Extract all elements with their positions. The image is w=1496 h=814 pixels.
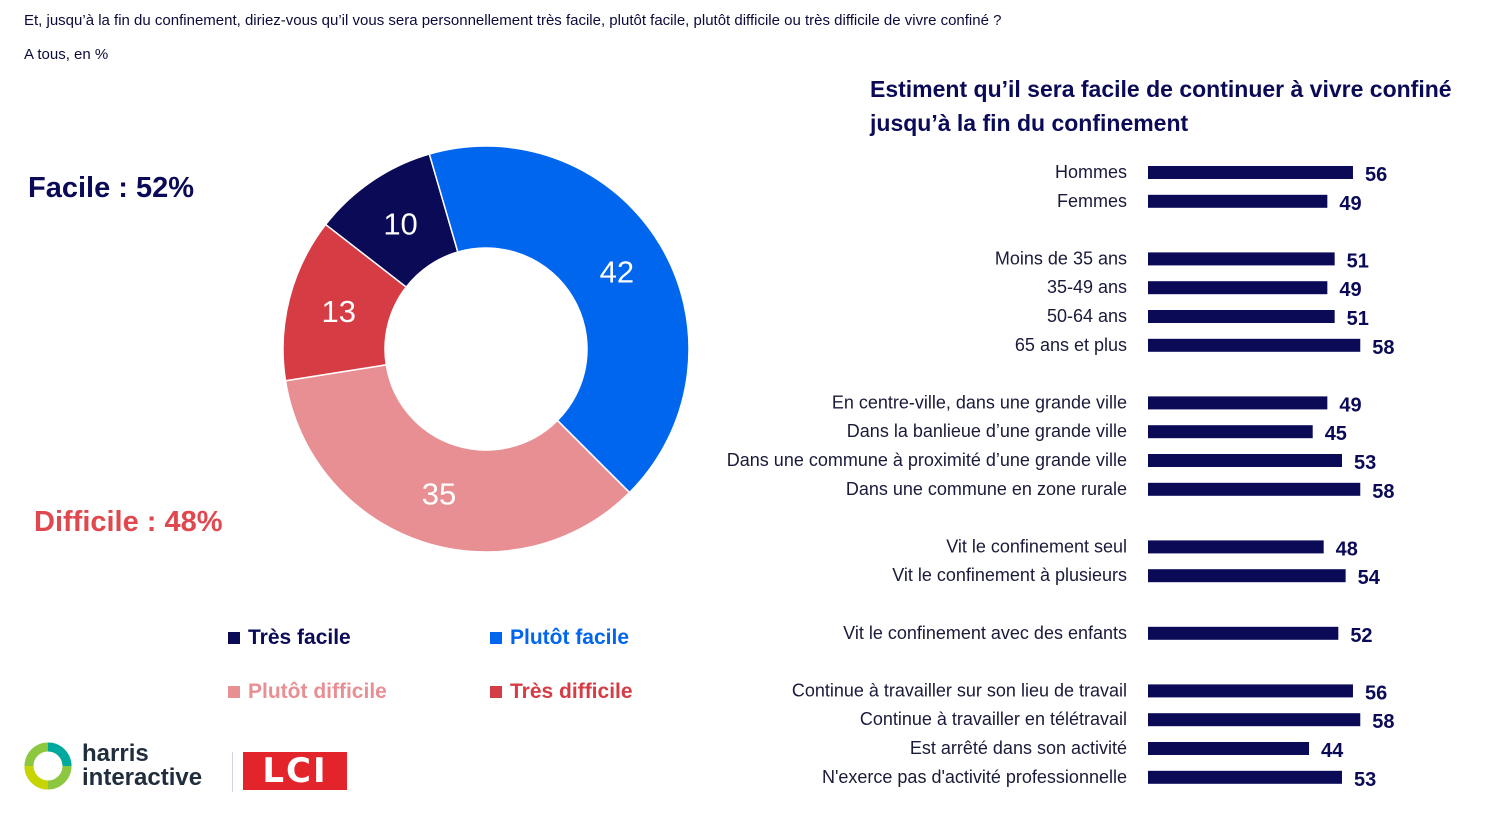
bar bbox=[1148, 166, 1353, 179]
legend-swatch-icon bbox=[228, 632, 240, 644]
bar-value-label: 58 bbox=[1372, 481, 1394, 503]
bar-value-label: 45 bbox=[1325, 423, 1347, 445]
legend-label: Très difficile bbox=[510, 680, 633, 703]
bar-category-label: Continue à travailler sur son lieu de tr… bbox=[792, 680, 1127, 700]
bar-value-label: 53 bbox=[1354, 769, 1376, 791]
slice-label-tres-facile: 10 bbox=[383, 206, 417, 241]
legend-label: Plutôt difficile bbox=[248, 680, 387, 703]
bar-category-label: Dans une commune à proximité d’une grand… bbox=[727, 450, 1127, 470]
bar-category-label: En centre-ville, dans une grande ville bbox=[832, 392, 1127, 412]
harris-interactive-logo: harris interactive bbox=[22, 740, 202, 792]
lci-wordmark: LCI bbox=[262, 751, 328, 791]
bar-value-label: 54 bbox=[1358, 567, 1381, 589]
bar-category-label: Vit le confinement avec des enfants bbox=[843, 623, 1127, 643]
legend-label: Plutôt facile bbox=[510, 626, 630, 649]
facile-total: Facile : 52% bbox=[28, 172, 195, 204]
bar bbox=[1148, 540, 1324, 554]
bar bbox=[1148, 742, 1310, 755]
slice-label-tres-difficile: 13 bbox=[322, 294, 356, 329]
harris-word: harris bbox=[82, 740, 149, 767]
harris-logo-icon bbox=[24, 742, 72, 790]
slice-tres-difficile bbox=[282, 223, 408, 382]
bar-chart-title: Estiment qu’il sera facile de continuer … bbox=[870, 72, 1452, 140]
bar bbox=[1148, 482, 1361, 496]
bar-value-label: 49 bbox=[1339, 279, 1361, 301]
interactive-word: interactive bbox=[82, 764, 203, 791]
bar-chart: Hommes 56 Femmes 49 Moins de 35 ans 51 35-49 a… bbox=[727, 162, 1395, 791]
bar-category-label: Vit le confinement à plusieurs bbox=[892, 565, 1127, 585]
bar-category-label: N'exerce pas d'activité professionnelle bbox=[822, 767, 1127, 787]
legend-label: Très facile bbox=[248, 626, 351, 649]
slice-label-plutot-difficile: 35 bbox=[422, 477, 456, 512]
base-text: A tous, en % bbox=[24, 46, 109, 63]
logo-divider bbox=[232, 752, 233, 792]
bar-chart-title-line: Estiment qu’il sera facile de continuer … bbox=[870, 76, 1452, 102]
legend-swatch-icon bbox=[490, 686, 502, 698]
slice-label-plutot-facile: 42 bbox=[600, 255, 634, 290]
bar-value-label: 51 bbox=[1347, 308, 1369, 330]
bar-category-label: Dans la banlieue d’une grande ville bbox=[847, 421, 1127, 441]
bar bbox=[1148, 396, 1328, 410]
slice-plutot-facile bbox=[428, 145, 690, 494]
bar bbox=[1148, 194, 1328, 208]
bar-value-label: 49 bbox=[1339, 193, 1361, 215]
bar bbox=[1148, 684, 1353, 698]
bar-value-label: 51 bbox=[1347, 250, 1369, 272]
bar-value-label: 56 bbox=[1365, 682, 1387, 704]
bar-value-label: 52 bbox=[1350, 625, 1372, 647]
difficile-total: Difficile : 48% bbox=[34, 506, 223, 538]
bar-chart-title-line: jusqu’à la fin du confinement bbox=[870, 110, 1189, 136]
donut-chart: 10 42 35 13 bbox=[282, 145, 690, 553]
bar bbox=[1148, 425, 1313, 439]
bar-category-label: Vit le confinement seul bbox=[946, 536, 1127, 556]
question-text: Et, jusqu’à la fin du confinement, dirie… bbox=[24, 12, 1002, 29]
bar bbox=[1148, 338, 1361, 352]
bar bbox=[1148, 626, 1339, 640]
legend-item-plutot-facile: Plutôt facile bbox=[490, 626, 629, 650]
legend-item-plutot-difficile: Plutôt difficile bbox=[228, 680, 387, 704]
bar-category-label: Dans une commune en zone rurale bbox=[846, 479, 1127, 499]
bar-value-label: 58 bbox=[1372, 711, 1394, 733]
bar-value-label: 53 bbox=[1354, 452, 1376, 474]
bar-category-label: 50-64 ans bbox=[1047, 306, 1127, 326]
bar-value-label: 44 bbox=[1321, 740, 1344, 762]
bar-category-label: 65 ans et plus bbox=[1015, 335, 1127, 355]
legend-swatch-icon bbox=[228, 686, 240, 698]
legend-swatch-icon bbox=[490, 632, 502, 644]
bar-category-label: Femmes bbox=[1057, 191, 1127, 211]
bar-value-label: 48 bbox=[1336, 538, 1358, 560]
legend-item-tres-difficile: Très difficile bbox=[490, 680, 633, 704]
harris-wordmark: harris interactive bbox=[82, 742, 202, 790]
bar bbox=[1148, 713, 1361, 727]
bar bbox=[1148, 252, 1335, 266]
bar-category-label: Moins de 35 ans bbox=[995, 248, 1127, 268]
bar-category-label: 35-49 ans bbox=[1047, 277, 1127, 297]
lci-logo: LCI bbox=[243, 751, 347, 791]
bar-category-label: Hommes bbox=[1055, 162, 1127, 182]
bar-value-label: 56 bbox=[1365, 164, 1387, 186]
bar bbox=[1148, 770, 1342, 784]
slice-plutot-difficile bbox=[284, 363, 631, 553]
bar bbox=[1148, 454, 1342, 467]
bar bbox=[1148, 310, 1335, 323]
bar-value-label: 49 bbox=[1339, 394, 1361, 416]
bar bbox=[1148, 569, 1346, 583]
bar-category-label: Est arrêté dans son activité bbox=[910, 738, 1127, 758]
bar-value-label: 58 bbox=[1372, 337, 1394, 359]
bar bbox=[1148, 281, 1328, 295]
bar-category-label: Continue à travailler en télétravail bbox=[860, 709, 1127, 729]
legend-item-tres-facile: Très facile bbox=[228, 626, 351, 650]
